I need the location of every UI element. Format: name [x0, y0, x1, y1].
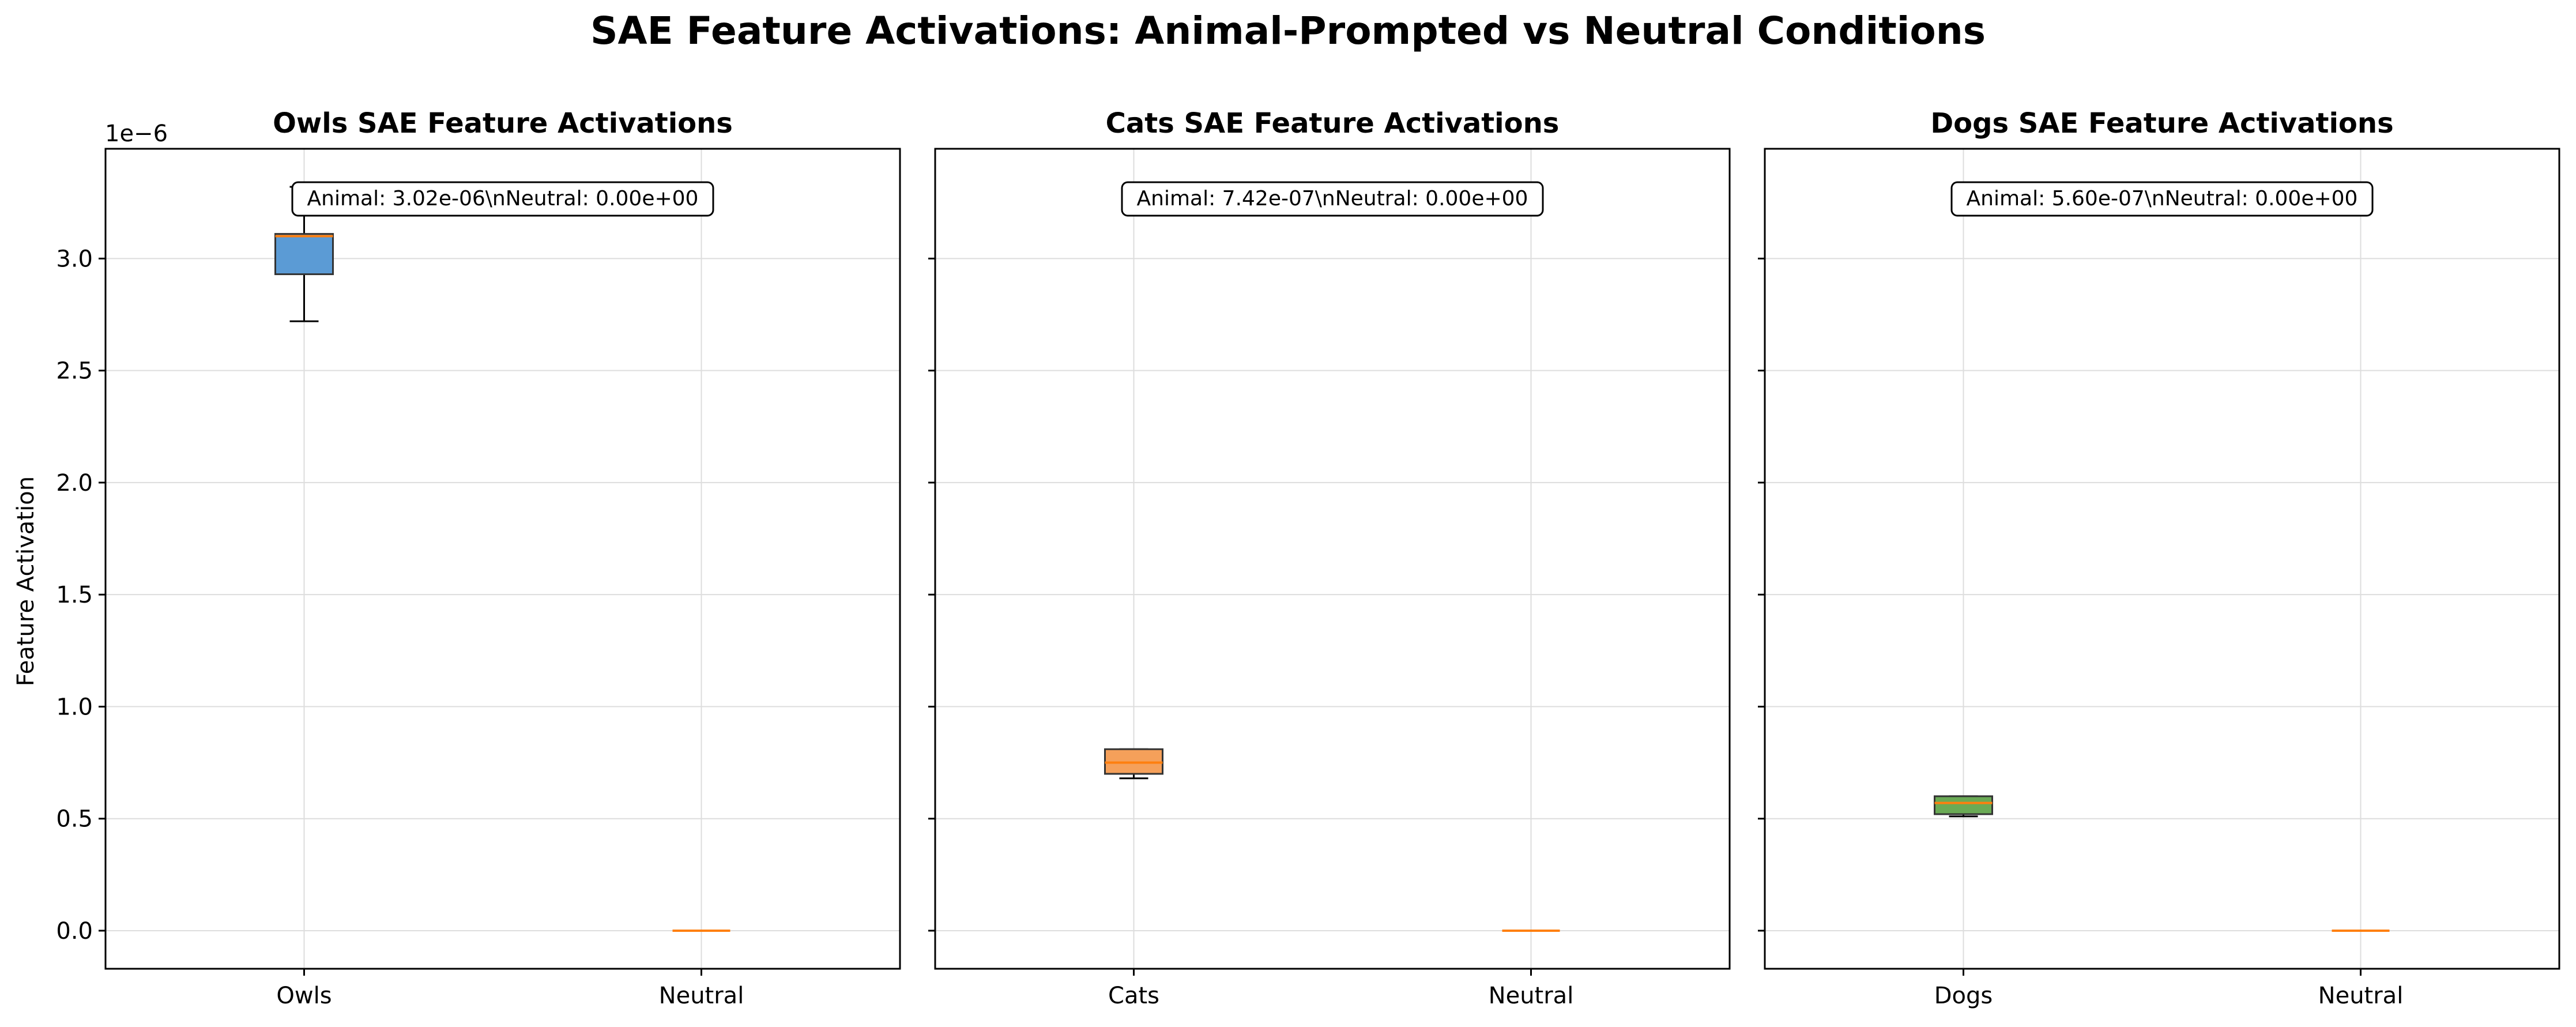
annotation-text: Animal: 3.02e-06\nNeutral: 0.00e+00 [307, 187, 699, 210]
annotation-box: Animal: 3.02e-06\nNeutral: 0.00e+00 [291, 181, 714, 217]
annotation-box: Animal: 7.42e-07\nNeutral: 0.00e+00 [1121, 181, 1544, 217]
axes-frame [934, 148, 1731, 970]
y-tick-label: 1.5 [56, 582, 93, 608]
x-tick-label: Neutral [1489, 983, 1574, 1009]
box-cats [1104, 748, 1163, 780]
annotation-text: Animal: 5.60e-07\nNeutral: 0.00e+00 [1967, 187, 2358, 210]
y-tick-label: 0.0 [56, 918, 93, 945]
annotation-text: Animal: 7.42e-07\nNeutral: 0.00e+00 [1137, 187, 1528, 210]
box-body [274, 233, 334, 276]
annotation-frame [1950, 181, 2374, 217]
annotation-frame [1121, 181, 1544, 217]
annotation-frame [291, 181, 714, 217]
axes-frame [1764, 148, 2560, 970]
figure-title: SAE Feature Activations: Animal-Prompted… [590, 9, 1986, 53]
subplot-dogs: Dogs Neutral Dogs SAE Feature Activations A… [1758, 107, 2560, 1009]
x-tick-label: Neutral [2318, 983, 2404, 1009]
x-tick-label: Cats [1108, 983, 1159, 1009]
annotation-box: Animal: 5.60e-07\nNeutral: 0.00e+00 [1950, 181, 2374, 217]
subplot-panels: 0.0 0.5 1.0 1.5 2.0 2.5 3.0 Owls Neutral Owls SAE… [56, 107, 2560, 1009]
subplot-title: Dogs SAE Feature Activations [1930, 107, 2393, 140]
y-axis-offset-text: 1e−6 [105, 121, 168, 147]
box-body [1934, 795, 1993, 815]
y-tick-label: 2.0 [56, 470, 93, 496]
y-tick-label: 3.0 [56, 246, 93, 272]
y-axis-label: Feature Activation [13, 476, 39, 686]
y-tick-label: 0.5 [56, 806, 93, 833]
x-tick-label: Owls [276, 983, 332, 1009]
subplot-owls: 0.0 0.5 1.0 1.5 2.0 2.5 3.0 Owls Neutral Owls SAE… [56, 107, 901, 1009]
subplot-title: Cats SAE Feature Activations [1106, 107, 1560, 140]
box-dogs [1934, 795, 1993, 818]
x-tick-label: Dogs [1934, 983, 1993, 1009]
axes-frame [104, 148, 901, 970]
x-tick-label: Neutral [659, 983, 744, 1009]
y-tick-label: 2.5 [56, 358, 93, 385]
subplot-title: Owls SAE Feature Activations [273, 107, 733, 140]
y-tick-label: 1.0 [56, 694, 93, 720]
subplot-cats: Cats Neutral Cats SAE Feature Activations A… [928, 107, 1731, 1009]
